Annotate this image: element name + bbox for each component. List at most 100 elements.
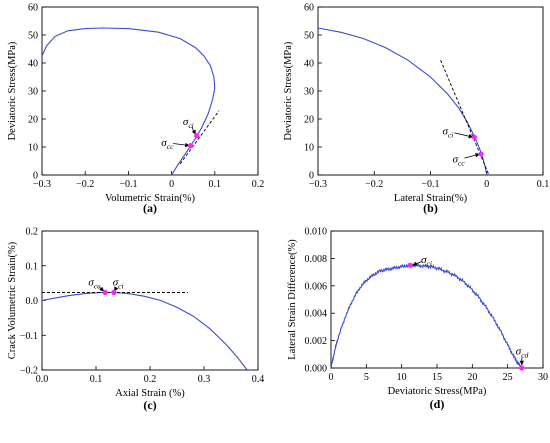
x-tick-label: 25 (503, 372, 513, 383)
x-tick-label: −0.2 (365, 179, 383, 190)
annotation-symbol: σ (443, 126, 449, 138)
y-tick-label: 0.000 (305, 364, 328, 375)
chart-panel-2: −0.3 −0.2 −0.1 0 0.1 0 10 20 30 40 50 60 Lateral Str… (283, 3, 549, 216)
chart-panel-4: 0 5 10 15 20 25 30 0.000 0.002 0.004 0.006 0.008 0.0… (287, 227, 548, 412)
arrow-head (519, 360, 524, 366)
y-axis-label: Lateral Strain Difference(%) (287, 239, 298, 360)
arrow-head (185, 142, 190, 148)
chart-panel-1: −0.3 −0.2 −0.1 0 0.1 0.2 0 10 20 30 40 50 60 Volumetr… (7, 3, 264, 216)
marker-point (471, 134, 477, 140)
marker-point (519, 365, 525, 371)
tangent-line (440, 60, 490, 176)
y-tick-label: 30 (28, 87, 38, 98)
y-tick-label: 0.004 (305, 309, 328, 320)
annotation-subscript: ci (427, 259, 432, 268)
y-tick-label: 30 (304, 87, 314, 98)
x-tick-label: 0.2 (252, 179, 265, 190)
tangent-line (179, 110, 220, 165)
marker-point (478, 151, 484, 157)
y-tick-label: 40 (28, 59, 38, 70)
y-tick-label: 0.008 (305, 254, 328, 265)
y-tick-label: 10 (28, 143, 38, 154)
x-tick-label: 0.1 (90, 374, 103, 385)
x-tick-label: 0.2 (144, 374, 157, 385)
y-tick-label: 0.1 (26, 261, 39, 272)
y-tick-label: 0.0 (26, 296, 39, 307)
y-tick-label: 10 (304, 143, 314, 154)
annotation-subscript: cc (458, 159, 465, 168)
y-tick-label: 0.006 (305, 281, 328, 292)
annotation-label: σci (183, 116, 194, 130)
y-tick-label: −0.1 (20, 331, 38, 342)
y-tick-label: 0 (33, 171, 38, 182)
annotation-label: σci (421, 254, 432, 268)
annotation-symbol: σ (113, 276, 119, 288)
x-tick-label: −0.1 (421, 179, 439, 190)
x-tick-label: 0 (329, 372, 334, 383)
annotation-subscript: cc (167, 142, 174, 151)
annotation-label: σci (113, 276, 124, 290)
arrow-head (412, 261, 418, 266)
y-axis-label: Deviatoric Stress(MPa) (283, 41, 294, 140)
x-tick-label: 15 (432, 372, 442, 383)
annotation-subscript: ci (448, 131, 453, 140)
x-tick-label: −0.2 (76, 179, 94, 190)
annotation-symbol: σ (516, 346, 522, 358)
annotation-label: σcc (161, 137, 174, 151)
data-curve (41, 27, 216, 176)
panel-label: (c) (143, 398, 156, 412)
data-curve (317, 27, 488, 176)
y-tick-label: 50 (304, 31, 314, 42)
arrow-head (114, 286, 119, 292)
x-tick-label: 0.3 (198, 374, 211, 385)
x-tick-label: 10 (397, 372, 407, 383)
x-tick-label: 0 (484, 179, 489, 190)
y-tick-label: 50 (28, 31, 38, 42)
plot-frame (330, 230, 544, 369)
x-tick-label: −0.3 (33, 179, 51, 190)
plot-frame (41, 230, 259, 371)
x-tick-label: 0.1 (209, 179, 222, 190)
marker-point (102, 289, 108, 296)
x-tick-label: −0.1 (119, 179, 137, 190)
x-tick-label: 20 (467, 372, 477, 383)
arrow-head (191, 129, 196, 135)
annotation-subscript: cc (94, 281, 101, 290)
x-tick-label: −0.3 (309, 179, 327, 190)
marker-point (194, 133, 200, 139)
annotation-symbol: σ (453, 154, 459, 166)
x-axis-label: Axial Strain (%) (115, 388, 185, 399)
marker-point (111, 289, 117, 296)
marker-point (188, 143, 194, 149)
x-tick-label: 5 (364, 372, 369, 383)
y-axis-label: Deviatoric Stress(MPa) (7, 41, 18, 140)
x-tick-label: 0 (169, 179, 174, 190)
data-curve (330, 262, 523, 370)
y-tick-label: 60 (304, 3, 314, 14)
x-tick-label: 0.1 (537, 179, 550, 190)
data-curve (41, 291, 248, 371)
y-tick-label: 0.002 (305, 336, 328, 347)
x-tick-label: 0.0 (36, 374, 49, 385)
x-axis-label: Volumetric Strain(%) (105, 193, 195, 204)
x-tick-label: 30 (538, 372, 548, 383)
panel-label: (d) (430, 397, 445, 411)
y-tick-label: 40 (304, 59, 314, 70)
plot-frame (317, 6, 544, 176)
annotation-label: σcc (453, 154, 466, 168)
x-axis-label: Lateral Strain(%) (394, 193, 468, 204)
y-tick-label: 20 (28, 115, 38, 126)
y-tick-label: 0.010 (305, 227, 328, 238)
annotation-subscript: ci (118, 281, 123, 290)
marker-point (407, 262, 413, 268)
annotation-symbol: σ (161, 137, 167, 149)
y-axis-label: Crack Volumetric Strain(%) (7, 241, 18, 359)
annotation-symbol: σ (421, 254, 427, 266)
annotation-subscript: ci (188, 121, 193, 130)
arrow-head (99, 286, 105, 292)
x-tick-label: 0.4 (252, 374, 265, 385)
panel-label: (b) (423, 201, 438, 215)
annotation-symbol: σ (183, 116, 189, 128)
panel-label: (a) (143, 201, 157, 215)
